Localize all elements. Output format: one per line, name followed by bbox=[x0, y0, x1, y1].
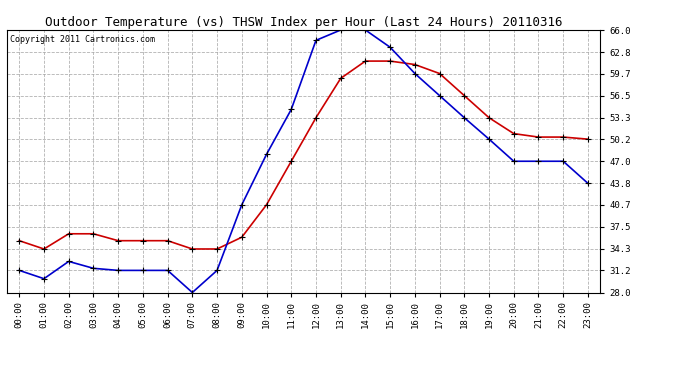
Text: Copyright 2011 Cartronics.com: Copyright 2011 Cartronics.com bbox=[10, 35, 155, 44]
Title: Outdoor Temperature (vs) THSW Index per Hour (Last 24 Hours) 20110316: Outdoor Temperature (vs) THSW Index per … bbox=[45, 16, 562, 29]
